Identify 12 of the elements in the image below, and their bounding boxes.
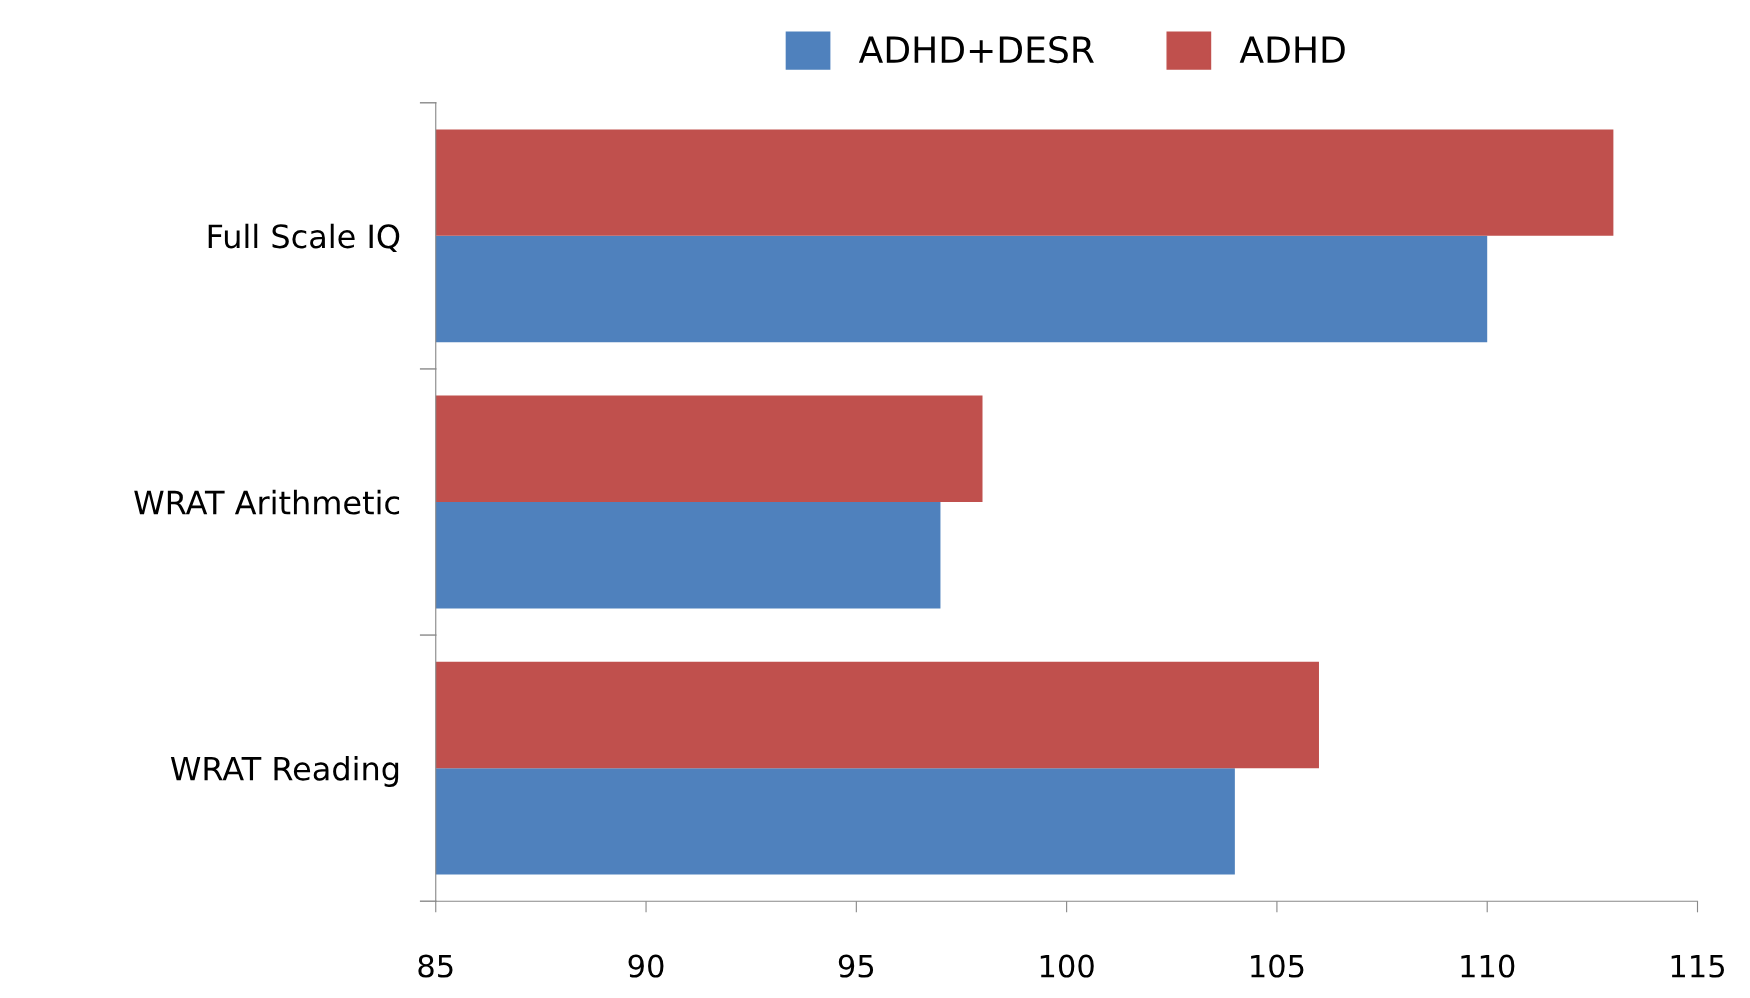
x-tick-label: 115 — [1671, 954, 1724, 978]
x-tick-label: 90 — [628, 954, 664, 978]
legend-label: ADHD — [1239, 36, 1345, 63]
y-tick-label: WRAT Reading — [170, 755, 399, 787]
x-tick-label: 110 — [1461, 954, 1515, 978]
x-tick-label: 85 — [418, 954, 453, 978]
x-tick-label: 100 — [1040, 954, 1094, 978]
x-tick-label: 105 — [1251, 954, 1304, 978]
y-tick-label: WRAT Arithmetic — [134, 489, 400, 515]
legend-label: ADHD+DESR — [858, 35, 1094, 64]
x-tick-label: 95 — [838, 954, 874, 978]
y-tick-label: Full Scale IQ — [208, 223, 400, 253]
